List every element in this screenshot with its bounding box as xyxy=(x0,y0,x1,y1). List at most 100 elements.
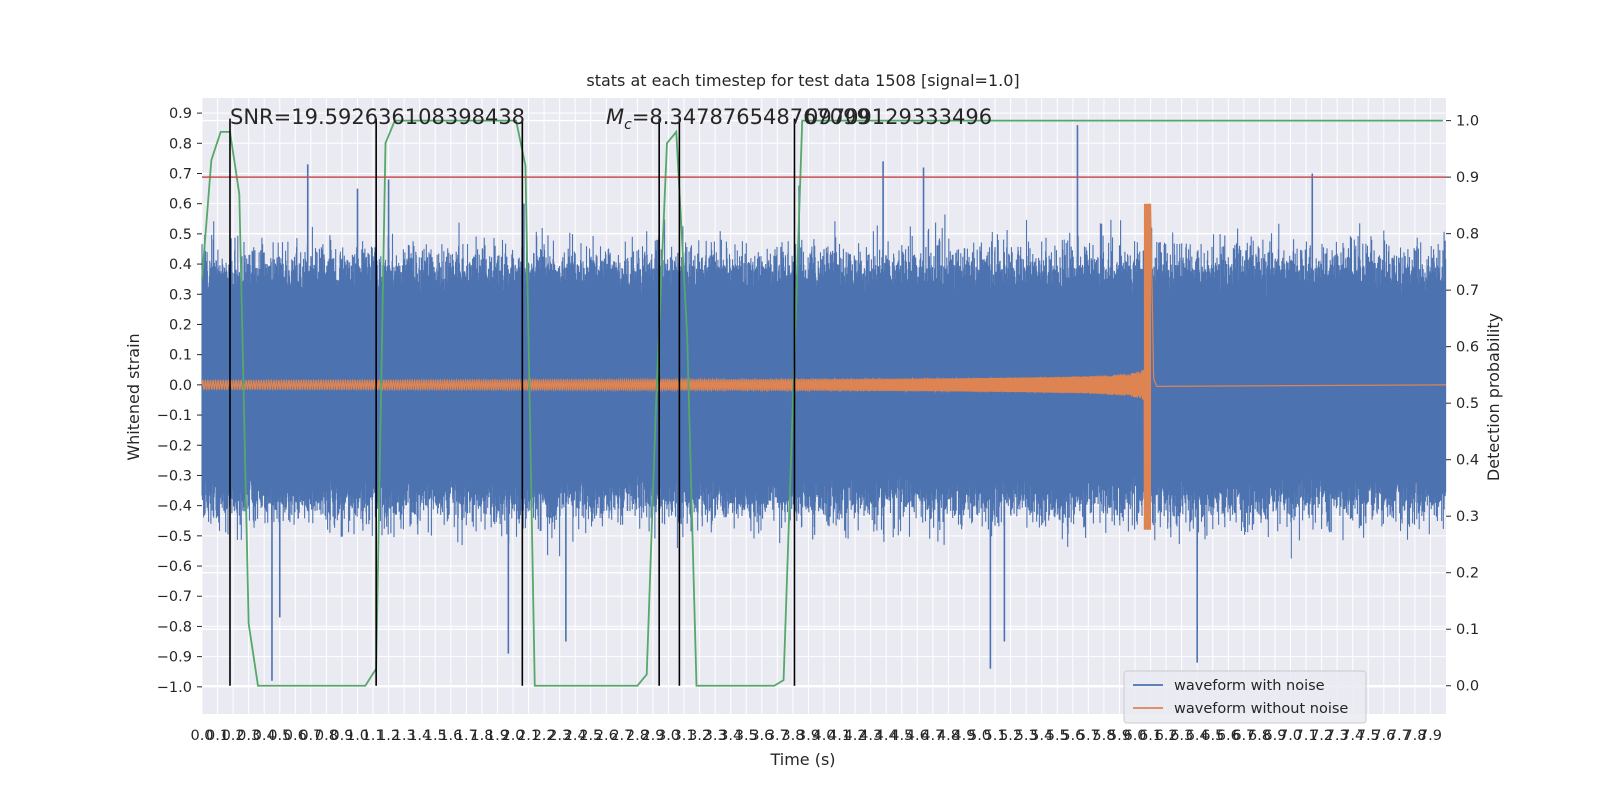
y2-tick-label: 0.2 xyxy=(1456,566,1479,582)
x-tick-label: 6.3 xyxy=(1170,728,1193,744)
x-tick-label: 2.3 xyxy=(548,728,571,744)
y-tick-label: 0.2 xyxy=(169,317,192,333)
x-tick-label: 5.9 xyxy=(1108,728,1131,744)
x-tick-label: 3.3 xyxy=(704,728,727,744)
x-tick-label: 5.6 xyxy=(1061,728,1084,744)
y-tick-label: −0.1 xyxy=(157,408,192,424)
x-tick-label: 5.8 xyxy=(1092,728,1115,744)
y2-tick-label: 0.7 xyxy=(1456,283,1479,299)
x-tick-label: 0.7 xyxy=(299,728,322,744)
x-tick-label: 0.3 xyxy=(237,728,260,744)
x-tick-label: 0.4 xyxy=(253,728,276,744)
x-tick-label: 6.4 xyxy=(1186,728,1209,744)
y-axis-label: Whitened strain xyxy=(124,333,143,460)
x-tick-label: 3.5 xyxy=(735,728,758,744)
x-tick-label: 3.4 xyxy=(719,728,742,744)
y2-tick-label: 0.3 xyxy=(1456,509,1479,525)
x-tick-label: 4.9 xyxy=(952,728,975,744)
x-tick-label: 2.5 xyxy=(579,728,602,744)
x-tick-label: 5.0 xyxy=(968,728,991,744)
x-tick-label: 2.6 xyxy=(595,728,618,744)
legend: waveform with noise waveform without noi… xyxy=(1123,670,1367,724)
y-tick-label: 0.0 xyxy=(169,378,192,394)
x-tick-label: 6.5 xyxy=(1201,728,1224,744)
x-tick-label: 1.0 xyxy=(346,728,369,744)
y2-tick-label: 0.4 xyxy=(1456,453,1479,469)
y2-tick-label: 0.0 xyxy=(1456,679,1479,695)
x-tick-label: 2.2 xyxy=(533,728,556,744)
x-tick-label: 7.0 xyxy=(1279,728,1302,744)
x-tick-label: 5.2 xyxy=(999,728,1022,744)
y-tick-label: 0.6 xyxy=(169,197,192,213)
mc-annotation: Mc=8.347876548767099 xyxy=(606,105,870,133)
x-tick-label: 6.7 xyxy=(1232,728,1255,744)
x-tick-label: 0.0 xyxy=(190,728,213,744)
x-tick-label: 0.2 xyxy=(222,728,245,744)
x-tick-label: 0.6 xyxy=(284,728,307,744)
y2-tick-label: 0.8 xyxy=(1456,227,1479,243)
x-tick-label: 2.9 xyxy=(641,728,664,744)
x-tick-label: 6.0 xyxy=(1123,728,1146,744)
x-tick-label: 7.6 xyxy=(1372,728,1395,744)
x-tick-label: 7.5 xyxy=(1357,728,1380,744)
x-tick-label: 1.1 xyxy=(362,728,385,744)
x-tick-label: 3.2 xyxy=(688,728,711,744)
mc-subscript: c xyxy=(624,117,632,133)
x-tick-label: 1.8 xyxy=(470,728,493,744)
x-tick-label: 1.5 xyxy=(424,728,447,744)
x-tick-label: 5.5 xyxy=(1046,728,1069,744)
y2-tick-label: 0.1 xyxy=(1456,622,1479,638)
y-tick-label: −0.2 xyxy=(157,438,192,454)
x-tick-label: 4.8 xyxy=(937,728,960,744)
x-tick-label: 5.4 xyxy=(1030,728,1053,744)
y-tick-label: −0.8 xyxy=(157,619,192,635)
probability-line xyxy=(201,119,1443,687)
x-tick-label: 3.6 xyxy=(750,728,773,744)
x-tick-label: 2.0 xyxy=(501,728,524,744)
y-tick-label: −0.3 xyxy=(157,468,192,484)
legend-label-clean: waveform without noise xyxy=(1174,701,1348,717)
x-tick-label: 3.7 xyxy=(766,728,789,744)
x-tick-label: 4.2 xyxy=(844,728,867,744)
x-tick-label: 4.1 xyxy=(828,728,851,744)
x-tick-label: 7.8 xyxy=(1403,728,1426,744)
x-tick-label: 6.8 xyxy=(1248,728,1271,744)
x-tick-label: 7.7 xyxy=(1388,728,1411,744)
x-tick-label: 0.5 xyxy=(268,728,291,744)
y-tick-label: 0.4 xyxy=(169,257,192,273)
x-tick-label: 2.1 xyxy=(517,728,540,744)
x-tick-label: 6.9 xyxy=(1263,728,1286,744)
y2-tick-label: 0.9 xyxy=(1456,170,1479,186)
x-tick-label: 3.0 xyxy=(657,728,680,744)
x-tick-label: 6.2 xyxy=(1155,728,1178,744)
x-tick-label: 0.9 xyxy=(330,728,353,744)
mc-overlap-annotation: 09709129333496 xyxy=(805,105,992,129)
x-tick-label: 4.7 xyxy=(921,728,944,744)
y-tick-label: −0.6 xyxy=(157,559,192,575)
y-tick-label: −0.4 xyxy=(157,499,192,515)
x-tick-label: 7.4 xyxy=(1341,728,1364,744)
y-tick-label: 0.3 xyxy=(169,287,192,303)
x-tick-label: 5.1 xyxy=(984,728,1007,744)
x-tick-label: 7.2 xyxy=(1310,728,1333,744)
x-tick-label: 2.8 xyxy=(626,728,649,744)
y-tick-label: −0.7 xyxy=(157,589,192,605)
x-tick-label: 3.1 xyxy=(673,728,696,744)
y-tick-label: 0.7 xyxy=(169,166,192,182)
x-tick-label: 1.2 xyxy=(377,728,400,744)
y-tick-label: 0.9 xyxy=(169,106,192,122)
x-tick-label: 7.3 xyxy=(1326,728,1349,744)
x-tick-label: 1.6 xyxy=(439,728,462,744)
x-tick-label: 1.4 xyxy=(408,728,431,744)
x-tick-label: 1.9 xyxy=(486,728,509,744)
y-tick-label: −1.0 xyxy=(157,680,192,696)
y2-tick-label: 0.5 xyxy=(1456,396,1479,412)
y2-tick-label: 1.0 xyxy=(1456,114,1479,130)
x-tick-label: 6.1 xyxy=(1139,728,1162,744)
x-tick-label: 3.9 xyxy=(797,728,820,744)
x-tick-label: 2.7 xyxy=(610,728,633,744)
x-tick-label: 0.1 xyxy=(206,728,229,744)
x-tick-label: 1.7 xyxy=(455,728,478,744)
y-tick-label: 0.8 xyxy=(169,136,192,152)
